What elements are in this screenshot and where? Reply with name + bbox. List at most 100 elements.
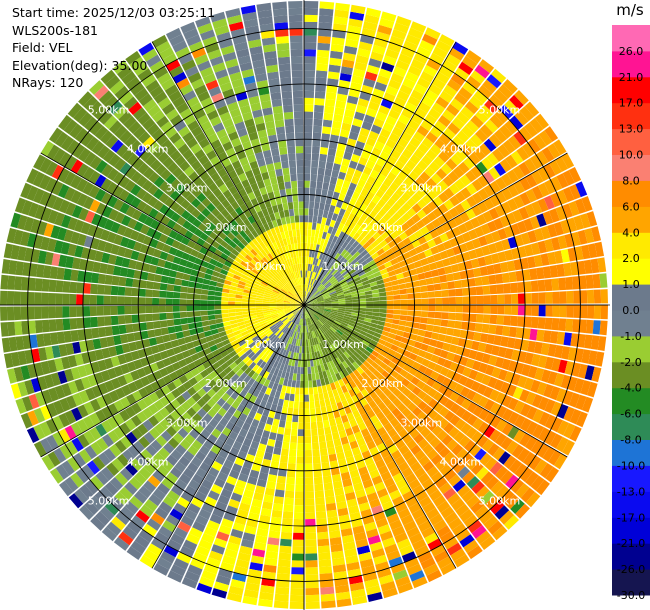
range-gate-cell [354, 431, 363, 441]
range-gate-cell [600, 289, 608, 304]
range-gate-cell [343, 272, 351, 279]
range-gate-cell [539, 463, 554, 479]
range-gate-cell [245, 582, 260, 592]
range-gate-cell [455, 296, 463, 305]
range-gate-cell [428, 108, 442, 120]
range-gate-cell [316, 282, 322, 289]
range-gate-cell [466, 401, 478, 414]
range-gate-cell [368, 353, 377, 362]
range-gate-cell [318, 434, 326, 443]
range-gate-cell [244, 392, 253, 401]
range-gate-cell [313, 393, 320, 402]
range-gate-cell [322, 119, 333, 128]
range-gate-cell [457, 223, 468, 234]
range-gate-cell [383, 92, 396, 103]
range-gate-cell [347, 434, 356, 443]
range-gate-cell [482, 210, 493, 223]
range-gate-cell [316, 414, 323, 422]
range-gate-cell [304, 153, 312, 161]
range-gate-cell [417, 551, 433, 564]
range-gate-cell [464, 260, 473, 270]
range-gate-cell [382, 357, 391, 366]
range-gate-cell [389, 466, 401, 477]
range-gate-cell [431, 102, 446, 115]
range-gate-cell [388, 79, 402, 90]
range-gate-cell [408, 502, 422, 514]
range-gate-cell [550, 192, 562, 208]
range-gate-cell [467, 519, 483, 534]
range-gate-cell [313, 386, 319, 395]
range-gate-cell [442, 109, 456, 122]
range-gate-cell [348, 221, 357, 230]
range-gate-cell [466, 457, 479, 471]
range-gate-cell [352, 341, 360, 349]
range-gate-cell [406, 563, 422, 576]
range-gate-cell [298, 415, 304, 423]
range-gate-cell [455, 288, 463, 297]
range-gate-cell [310, 167, 318, 175]
range-gate-cell [20, 291, 28, 305]
range-gate-cell [402, 350, 412, 358]
range-gate-cell [337, 142, 347, 152]
range-gate-cell [421, 416, 433, 427]
range-gate-cell [83, 317, 91, 329]
range-gate-cell [245, 431, 255, 441]
range-gate-cell [472, 360, 482, 371]
range-gate-cell [330, 344, 337, 352]
range-gate-cell [320, 140, 330, 148]
range-gate-cell [290, 323, 295, 330]
range-gate-cell [297, 436, 304, 444]
range-gate-cell [525, 492, 541, 508]
range-gate-cell [280, 538, 292, 547]
range-gate-cell [415, 335, 425, 343]
range-gate-cell [179, 439, 191, 450]
range-gate-cell [338, 193, 346, 202]
range-gate-cell [585, 274, 594, 289]
range-gate-cell [221, 301, 229, 305]
range-gate-cell [239, 545, 253, 556]
range-gate-cell [345, 382, 353, 391]
range-gate-cell [318, 22, 333, 30]
range-gate-cell [331, 227, 338, 236]
range-gate-cell [454, 280, 462, 289]
range-gate-cell [357, 178, 367, 188]
range-gate-cell [433, 347, 442, 357]
range-gate-cell [336, 598, 352, 608]
range-gate-cell [360, 188, 369, 197]
range-gate-cell [346, 327, 354, 333]
range-gate-cell [342, 319, 350, 325]
range-gate-cell [393, 143, 405, 154]
range-gate-cell [401, 108, 414, 119]
range-gate-cell [573, 215, 584, 231]
range-gate-cell [584, 365, 595, 381]
range-gate-cell [581, 396, 594, 413]
range-gate-cell [355, 104, 367, 115]
range-gate-cell [304, 318, 307, 326]
range-gate-cell [558, 318, 567, 332]
range-gate-cell [306, 284, 310, 292]
range-gate-cell [359, 238, 368, 247]
range-gate-cell [506, 440, 519, 455]
range-gate-cell [407, 95, 421, 107]
range-gate-cell [324, 300, 332, 303]
range-gate-cell [276, 354, 282, 362]
range-gate-cell [111, 275, 120, 286]
range-gate-cell [398, 342, 408, 350]
range-gate-cell [391, 525, 406, 537]
range-gate-cell [359, 363, 368, 372]
range-gate-cell [590, 335, 600, 350]
range-gate-cell [510, 478, 525, 494]
range-gate-cell [124, 314, 133, 324]
range-gate-cell [495, 419, 508, 432]
range-gate-cell [69, 318, 78, 330]
range-gate-cell [301, 318, 304, 326]
range-gate-cell [316, 259, 322, 267]
range-gate-cell [500, 261, 509, 273]
range-gate-cell [475, 351, 485, 362]
range-gate-cell [173, 318, 182, 326]
range-gate-cell [181, 577, 198, 589]
range-gate-cell [134, 535, 150, 549]
range-gate-cell [400, 47, 416, 59]
range-gate-cell [503, 315, 511, 326]
range-gate-cell [277, 468, 287, 477]
